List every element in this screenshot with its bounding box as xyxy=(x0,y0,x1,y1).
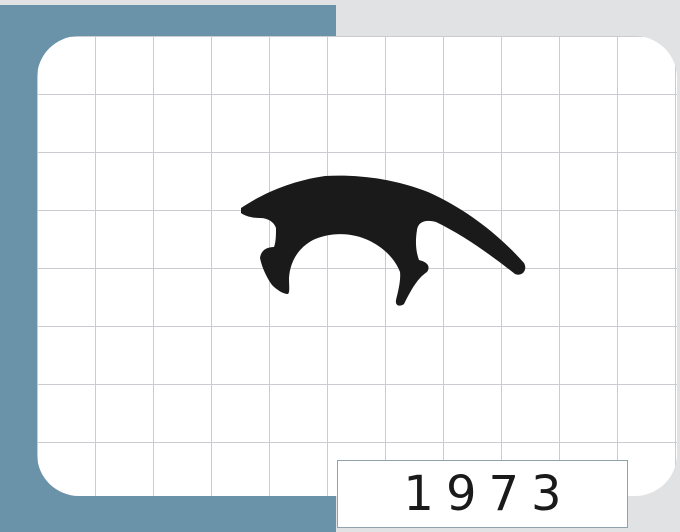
profile-silhouette xyxy=(241,175,526,306)
product-code-label: 1973 xyxy=(403,466,574,522)
grid-card xyxy=(37,36,677,496)
product-code-box: 1973 xyxy=(337,460,628,528)
